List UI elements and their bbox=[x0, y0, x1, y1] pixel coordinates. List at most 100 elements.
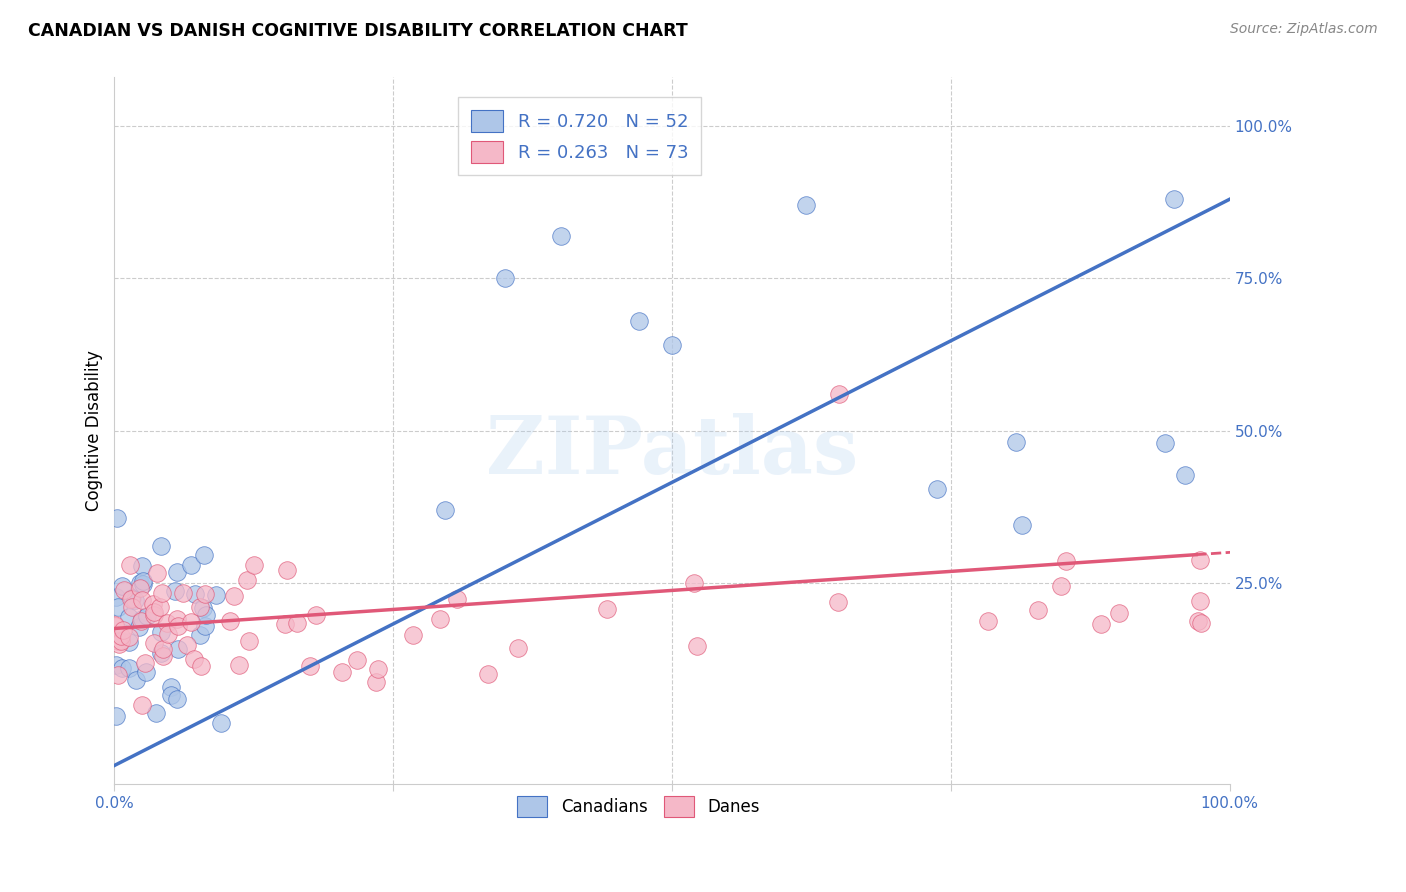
Point bbox=[238, 634, 260, 648]
Point bbox=[367, 661, 389, 675]
Point bbox=[107, 510, 129, 524]
Point bbox=[243, 558, 266, 573]
Point bbox=[827, 595, 849, 609]
Point bbox=[176, 638, 198, 652]
Point bbox=[976, 614, 998, 628]
Point bbox=[180, 615, 202, 629]
Point bbox=[110, 629, 132, 643]
Text: CANADIAN VS DANISH COGNITIVE DISABILITY CORRELATION CHART: CANADIAN VS DANISH COGNITIVE DISABILITY … bbox=[28, 22, 688, 40]
Point bbox=[183, 587, 205, 601]
Point bbox=[135, 665, 157, 679]
Point bbox=[166, 612, 188, 626]
Point bbox=[224, 589, 246, 603]
Point bbox=[149, 600, 172, 615]
Point bbox=[108, 637, 131, 651]
Point bbox=[167, 641, 190, 656]
Point bbox=[152, 648, 174, 663]
Point bbox=[429, 612, 451, 626]
Point bbox=[128, 576, 150, 591]
Point bbox=[105, 590, 128, 604]
Point bbox=[190, 658, 212, 673]
Point bbox=[131, 593, 153, 607]
Point bbox=[167, 619, 190, 633]
Point bbox=[1108, 606, 1130, 620]
Point bbox=[828, 387, 851, 401]
Point bbox=[143, 608, 166, 623]
Point bbox=[121, 599, 143, 614]
Point bbox=[193, 548, 215, 562]
Point bbox=[149, 646, 172, 660]
Point bbox=[191, 600, 214, 615]
Point bbox=[118, 610, 141, 624]
Point bbox=[107, 668, 129, 682]
Point bbox=[1174, 468, 1197, 483]
Point bbox=[156, 627, 179, 641]
Point bbox=[150, 539, 173, 553]
Point bbox=[104, 618, 127, 632]
Point bbox=[194, 587, 217, 601]
Point bbox=[193, 618, 215, 632]
Point bbox=[132, 574, 155, 588]
Point bbox=[1026, 603, 1049, 617]
Point bbox=[298, 658, 321, 673]
Point bbox=[1050, 579, 1073, 593]
Point bbox=[1187, 615, 1209, 629]
Legend: Canadians, Danes: Canadians, Danes bbox=[509, 788, 768, 825]
Point bbox=[627, 314, 650, 328]
Point bbox=[1189, 594, 1212, 608]
Point bbox=[794, 198, 817, 212]
Point bbox=[477, 666, 499, 681]
Point bbox=[595, 602, 617, 616]
Point bbox=[180, 558, 202, 572]
Point bbox=[550, 228, 572, 243]
Point bbox=[135, 609, 157, 624]
Text: Source: ZipAtlas.com: Source: ZipAtlas.com bbox=[1230, 22, 1378, 37]
Point bbox=[209, 715, 232, 730]
Point bbox=[118, 635, 141, 649]
Point bbox=[236, 573, 259, 587]
Point bbox=[1189, 616, 1212, 631]
Point bbox=[129, 615, 152, 629]
Point bbox=[494, 271, 516, 285]
Point bbox=[150, 586, 173, 600]
Point bbox=[166, 565, 188, 579]
Point bbox=[105, 709, 128, 723]
Point bbox=[143, 636, 166, 650]
Point bbox=[111, 623, 134, 637]
Point bbox=[1090, 617, 1112, 632]
Point bbox=[1005, 434, 1028, 449]
Point bbox=[188, 628, 211, 642]
Point bbox=[160, 688, 183, 702]
Point bbox=[1154, 435, 1177, 450]
Point bbox=[111, 579, 134, 593]
Point bbox=[128, 620, 150, 634]
Point bbox=[686, 639, 709, 653]
Point bbox=[1163, 192, 1185, 206]
Point bbox=[134, 656, 156, 670]
Point bbox=[110, 634, 132, 648]
Point bbox=[683, 576, 706, 591]
Point bbox=[131, 698, 153, 713]
Point bbox=[274, 616, 297, 631]
Point bbox=[194, 608, 217, 623]
Point bbox=[103, 619, 125, 633]
Point bbox=[111, 661, 134, 675]
Point bbox=[145, 706, 167, 720]
Point bbox=[131, 558, 153, 573]
Point bbox=[188, 599, 211, 614]
Point bbox=[433, 503, 456, 517]
Point bbox=[285, 615, 308, 630]
Point bbox=[446, 592, 468, 607]
Point bbox=[305, 607, 328, 622]
Point bbox=[112, 582, 135, 597]
Point bbox=[132, 576, 155, 591]
Text: ZIPatlas: ZIPatlas bbox=[486, 413, 858, 491]
Point bbox=[219, 614, 242, 628]
Point bbox=[160, 680, 183, 694]
Point bbox=[124, 592, 146, 607]
Point bbox=[149, 625, 172, 640]
Point bbox=[346, 653, 368, 667]
Point bbox=[146, 566, 169, 580]
Point bbox=[142, 598, 165, 612]
Point bbox=[204, 588, 226, 602]
